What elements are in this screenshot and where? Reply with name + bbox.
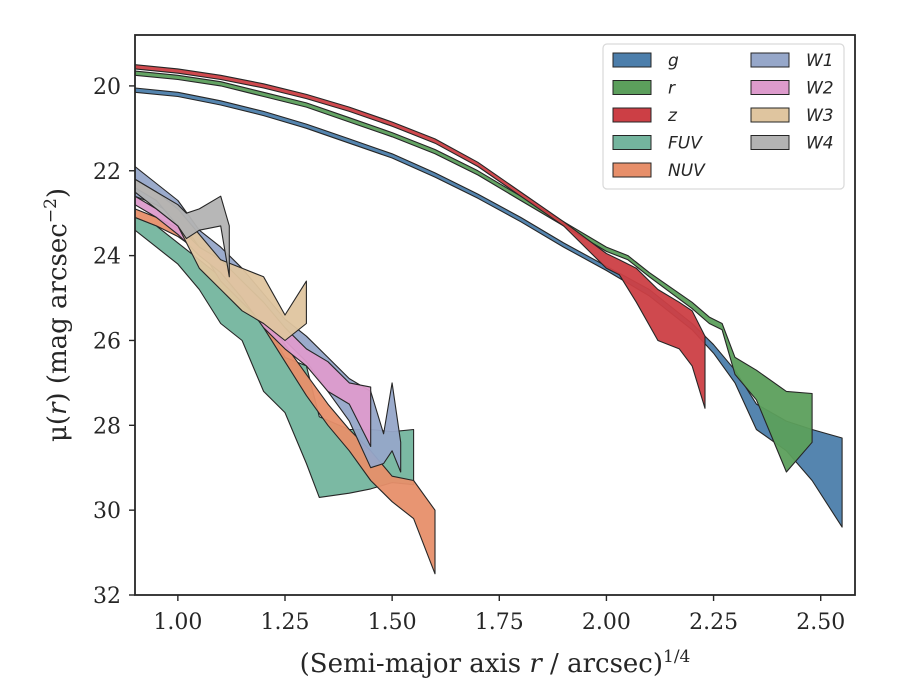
legend-label-w1: W1 xyxy=(806,51,834,71)
legend-swatch-r xyxy=(612,80,652,95)
y-tick-label: 22 xyxy=(93,160,121,185)
series-band-r xyxy=(135,70,813,473)
x-tick-label: 1.25 xyxy=(261,610,310,635)
x-tick-label: 1.50 xyxy=(368,610,417,635)
legend-swatch-g xyxy=(612,52,652,68)
x-tick-label: 2.50 xyxy=(796,610,845,635)
legend-label-g: g xyxy=(668,51,679,71)
y-tick-label: 28 xyxy=(93,414,121,439)
legend-swatch-w4 xyxy=(750,135,790,150)
legend-swatch-w1 xyxy=(750,52,790,68)
series-band-g xyxy=(135,87,843,528)
legend-label-w3: W3 xyxy=(806,106,834,126)
legend-label-z: z xyxy=(667,106,678,126)
x-tick-label: 2.25 xyxy=(689,610,738,635)
y-tick-label: 20 xyxy=(93,75,121,100)
x-tick-label: 2.00 xyxy=(582,610,631,635)
series-layer xyxy=(135,64,843,575)
y-axis-label: μ(r) (mag arcsec−2) xyxy=(41,188,73,442)
legend-label-fuv: FUV xyxy=(668,134,703,154)
legend-swatch-w3 xyxy=(750,107,790,123)
plot-frame xyxy=(134,34,856,596)
x-tick-label: 1.00 xyxy=(153,610,202,635)
y-tick-label: 32 xyxy=(93,584,121,609)
x-tick-label: 1.75 xyxy=(475,610,524,635)
y-tick-label: 24 xyxy=(93,245,121,270)
legend-swatch-w2 xyxy=(750,80,790,95)
legend-label-r: r xyxy=(668,79,676,99)
legend-swatch-z xyxy=(612,107,652,123)
x-axis-ticks: 1.00 1.25 1.50 1.75 2.00 2.25 2.50 xyxy=(153,595,845,635)
legend: grz FUV NUV W1 W2 W3 W4 xyxy=(602,43,845,190)
legend-label-w2: W2 xyxy=(806,79,834,99)
y-tick-label: 26 xyxy=(93,329,121,354)
legend-swatch-fuv xyxy=(612,135,652,150)
series-band-z xyxy=(135,64,706,409)
series-band-w4 xyxy=(135,178,230,278)
y-tick-label: 30 xyxy=(93,499,121,524)
y-axis-ticks: 20 22 24 26 28 30 32 xyxy=(93,75,135,609)
legend-label-nuv: NUV xyxy=(668,161,706,181)
legend-label-w4: W4 xyxy=(806,134,834,154)
legend-swatch-nuv xyxy=(612,162,652,178)
x-axis-label: (Semi-major axis r / arcsec)1/4 xyxy=(300,647,691,679)
